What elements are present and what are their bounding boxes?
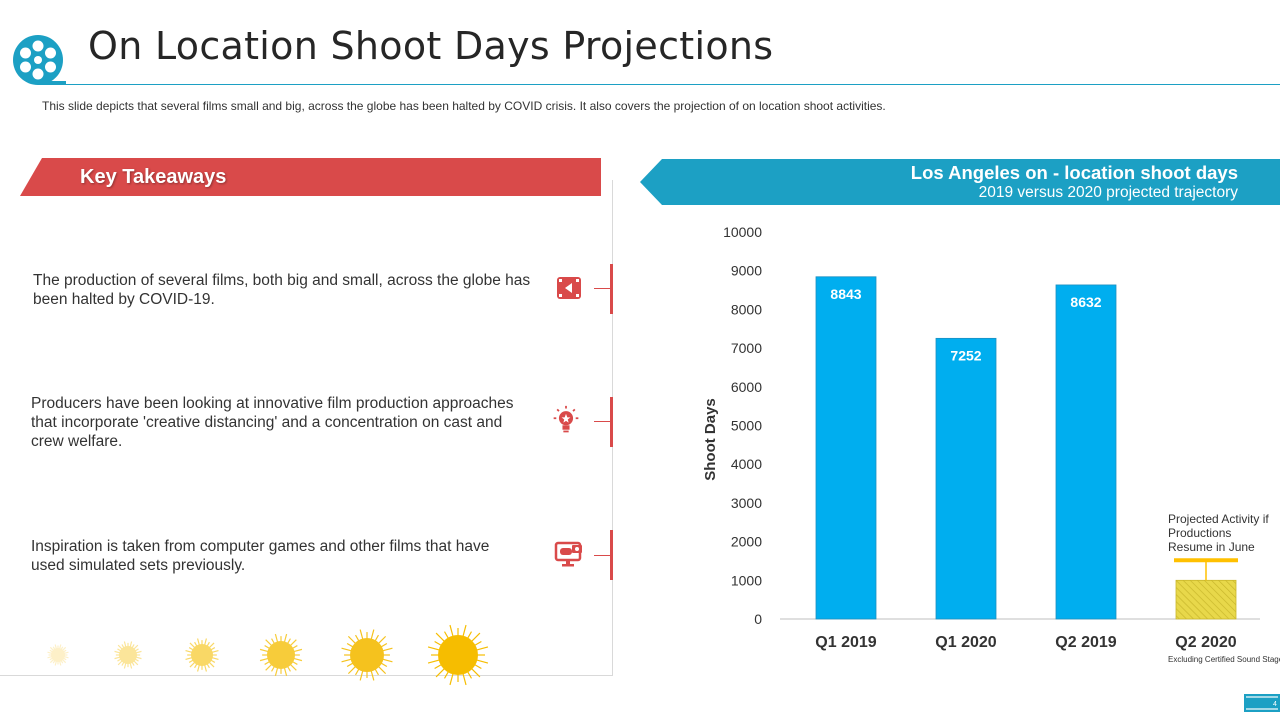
page-title: On Location Shoot Days Projections (88, 24, 774, 68)
x-tick-label: Q1 2020 (935, 634, 996, 651)
svg-text:4: 4 (1273, 701, 1277, 708)
y-tick-label: 7000 (731, 340, 762, 356)
film-clapper-icon (557, 277, 581, 299)
takeaway-2-text: Producers have been looking at innovativ… (31, 395, 514, 450)
title-divider (64, 84, 1280, 85)
y-tick-label: 10000 (723, 224, 762, 240)
x-tick-label: Q1 2019 (815, 634, 876, 651)
slide-description: This slide depicts that several films sm… (42, 99, 886, 113)
lightbulb-star-icon (553, 405, 579, 433)
connector-line (594, 288, 610, 289)
y-tick-label: 4000 (731, 456, 762, 472)
computer-gamepad-icon (554, 541, 582, 567)
key-takeaways-heading: Key Takeaways (80, 166, 227, 188)
y-tick-label: 6000 (731, 379, 762, 395)
y-tick-label: 2000 (731, 534, 762, 550)
chart-header-banner: Los Angeles on - location shoot days 201… (640, 159, 1280, 205)
accent-bar (610, 264, 613, 314)
bar-data-label: 7252 (950, 347, 981, 363)
key-takeaways-banner: Key Takeaways (20, 158, 601, 196)
chart-footnote: Excluding Certified Sound Stages (1168, 655, 1280, 664)
bar-data-label: 8843 (830, 286, 861, 302)
bar (1055, 284, 1117, 620)
film-reel-icon (13, 35, 66, 85)
y-tick-label: 5000 (731, 418, 762, 434)
connector-line (594, 421, 610, 422)
projected-bar (1175, 579, 1237, 620)
x-tick-label: Q2 2019 (1055, 634, 1116, 651)
y-tick-label: 1000 (731, 572, 762, 588)
y-tick-label: 9000 (731, 263, 762, 279)
projection-annotation: Projected Activity if Productions Resume… (1168, 512, 1269, 554)
page-number-badge: 4 (1244, 694, 1280, 712)
bar-data-label: 8632 (1070, 294, 1101, 310)
chart-title: Los Angeles on - location shoot days (910, 162, 1238, 183)
bar (815, 276, 877, 620)
x-tick-label: Q2 2020 (1175, 634, 1236, 651)
chart-subtitle: 2019 versus 2020 projected trajectory (978, 184, 1238, 201)
y-tick-label: 8000 (731, 301, 762, 317)
takeaway-1-text: The production of several films, both bi… (33, 272, 531, 308)
y-axis-label: Shoot Days (702, 398, 719, 481)
connector-line (594, 555, 610, 556)
bar (935, 337, 997, 620)
y-tick-label: 3000 (731, 495, 762, 511)
accent-bar (610, 397, 613, 447)
takeaway-3-text: Inspiration is taken from computer games… (31, 538, 490, 574)
accent-bar (610, 530, 613, 580)
sun-progression-graphic (47, 624, 489, 686)
y-tick-label: 0 (754, 611, 762, 627)
shoot-days-bar-chart: 0 1000 2000 3000 4000 5000 6000 7000 8000 9000 100… (702, 224, 1260, 651)
